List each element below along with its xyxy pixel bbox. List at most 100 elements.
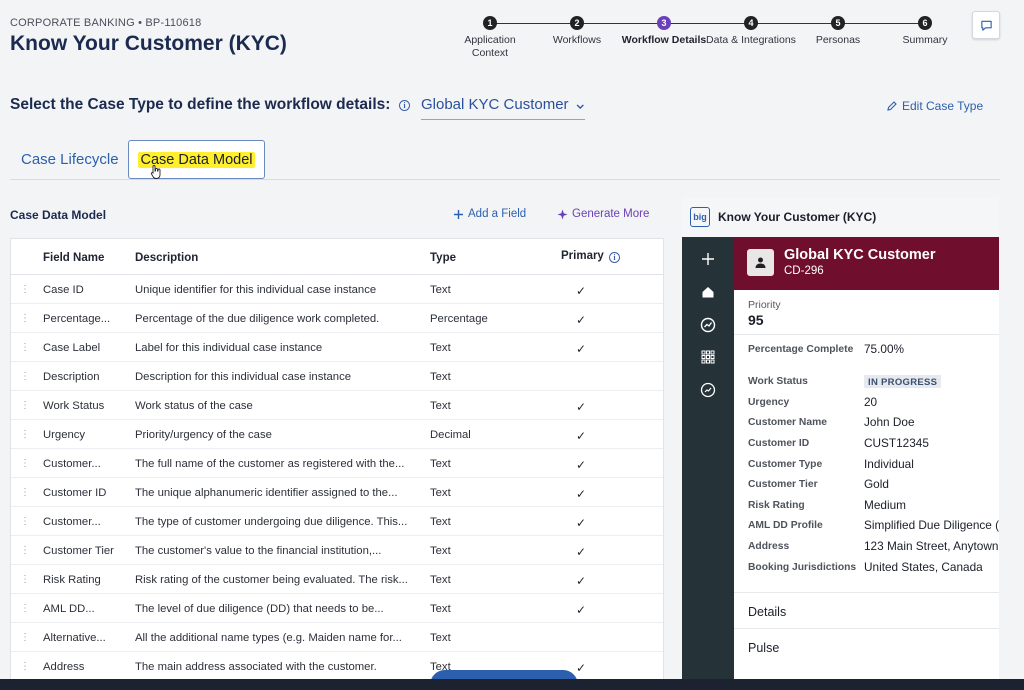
step-3[interactable]: 3 Workflow Details [619,14,709,47]
page-title: Know Your Customer (KYC) [10,32,287,55]
plus-icon[interactable] [698,249,718,269]
status-badge: IN PROGRESS [864,375,942,388]
tab-case-lifecycle[interactable]: Case Lifecycle [21,151,119,168]
chevron-down-icon [576,104,584,110]
field-label: Percentage Complete [748,344,854,355]
table-row[interactable]: ⋮⋮ Work Status Work status of the case Text… [11,391,663,420]
generate-more-button[interactable]: Generate More [557,208,649,220]
case-name: Global KYC Customer [784,247,936,263]
home-icon[interactable] [698,282,718,302]
drag-handle-icon[interactable]: ⋮⋮ [20,574,28,585]
drag-handle-icon[interactable]: ⋮⋮ [20,545,28,556]
table-row[interactable]: ⋮⋮ Case ID Unique identifier for this indi… [11,275,663,304]
case-type-selected: Global KYC Customer [421,96,569,113]
table-row[interactable]: ⋮⋮ Customer... The type of customer underg… [11,507,663,536]
field-value: Medium [864,498,906,512]
field-name: Case ID [43,284,84,296]
section-details[interactable]: Details [734,592,999,628]
field-name: Case Label [43,342,101,354]
table-row[interactable]: ⋮⋮ Case Label Label for this individual ca… [11,333,663,362]
step-5[interactable]: 5 Personas [793,14,883,47]
table-row[interactable]: ⋮⋮ Customer ID The unique alphanumeric ide… [11,478,663,507]
column-header-primary[interactable]: Primary [561,250,604,262]
drag-handle-icon[interactable]: ⋮⋮ [20,661,28,672]
tab-case-data-model[interactable]: Case Data Model [128,140,265,179]
app-logo: big [690,207,710,227]
table-row[interactable]: ⋮⋮ Percentage... Percentage of the due dil… [11,304,663,333]
chat-bubble-icon [980,20,992,31]
drag-handle-icon[interactable]: ⋮⋮ [20,313,28,324]
edit-case-type-label: Edit Case Type [902,99,984,113]
tabs-divider [10,179,1000,180]
field-type: Text [430,284,451,296]
field-label: Work Status [748,376,808,387]
field-type: Text [430,400,451,412]
drag-handle-icon[interactable]: ⋮⋮ [20,632,28,643]
table-row[interactable]: ⋮⋮ Risk Rating Risk rating of the customer… [11,565,663,594]
pulse-icon[interactable] [698,380,718,400]
step-1[interactable]: 1 Application Context [445,14,535,60]
field-description: Label for this individual case instance [135,342,323,354]
table-body: ⋮⋮ Case ID Unique identifier for this indi… [11,275,663,681]
dashboard-gauge-icon[interactable] [698,315,718,335]
drag-handle-icon[interactable]: ⋮⋮ [20,458,28,469]
divider [734,334,999,335]
field-type: Percentage [430,313,488,325]
section-pulse[interactable]: Pulse [734,628,999,664]
bottom-bar [0,679,1024,690]
step-6[interactable]: 6 Summary [880,14,970,47]
table-row[interactable]: ⋮⋮ Customer Tier The customer's value to t… [11,536,663,565]
field-description: All the additional name types (e.g. Maid… [135,632,402,644]
step-2[interactable]: 2 Workflows [532,14,622,47]
drag-handle-icon[interactable]: ⋮⋮ [20,400,28,411]
drag-handle-icon[interactable]: ⋮⋮ [20,603,28,614]
case-type-select[interactable]: Global KYC Customer [421,96,585,120]
field-label: Booking Jurisdictions [748,562,857,573]
add-field-button[interactable]: Add a Field [453,208,526,220]
drag-handle-icon[interactable]: ⋮⋮ [20,516,28,527]
step-label: Application Context [464,34,516,59]
field-name: Customer ID [43,487,107,499]
drag-handle-icon[interactable]: ⋮⋮ [20,429,28,440]
step-number: 5 [831,16,845,30]
plus-icon [454,209,463,219]
field-type: Text [430,545,451,557]
drag-handle-icon[interactable]: ⋮⋮ [20,342,28,353]
info-icon[interactable]: i [609,252,620,263]
drag-handle-icon[interactable]: ⋮⋮ [20,284,28,295]
chat-button[interactable] [972,11,1000,39]
hand-cursor-icon [150,165,161,179]
table-row[interactable]: ⋮⋮ Alternative... All the additional name … [11,623,663,652]
grid-icon[interactable] [698,347,718,367]
edit-case-type-button[interactable]: Edit Case Type [886,99,983,113]
field-value: CUST12345 [864,436,929,450]
info-icon[interactable]: i [399,100,410,111]
step-4[interactable]: 4 Data & Integrations [706,14,796,47]
column-header-field-name[interactable]: Field Name [43,252,105,264]
field-label: Urgency [748,397,790,408]
drag-handle-icon[interactable]: ⋮⋮ [20,487,28,498]
table-row[interactable]: ⋮⋮ Customer... The full name of the custom… [11,449,663,478]
table-row[interactable]: ⋮⋮ Urgency Priority/urgency of the case Dec… [11,420,663,449]
field-type: Decimal [430,429,471,441]
column-header-type[interactable]: Type [430,252,456,264]
table-row[interactable]: ⋮⋮ AML DD... The level of due diligence (D… [11,594,663,623]
field-value: United States, Canada [864,560,983,574]
field-name: Customer Tier [43,545,114,557]
primary-checkmark-icon: ✓ [576,516,587,530]
field-description: Work status of the case [135,400,253,412]
step-number: 2 [570,16,584,30]
workflow-stepper: 1 Application Context 2 Workflows 3 Workflow … [448,14,948,64]
table-row[interactable]: ⋮⋮ Description Description for this indivi… [11,362,663,391]
field-label: Address [748,541,790,552]
drag-handle-icon[interactable]: ⋮⋮ [20,371,28,382]
field-name: Customer... [43,516,101,528]
column-header-description[interactable]: Description [135,252,199,264]
field-name: Work Status [43,400,105,412]
step-number: 1 [483,16,497,30]
field-description: Risk rating of the customer being evalua… [135,574,408,586]
primary-checkmark-icon: ✓ [576,487,587,501]
field-name: Percentage... [43,313,111,325]
step-label: Personas [815,34,861,46]
field-name: AML DD... [43,603,95,615]
